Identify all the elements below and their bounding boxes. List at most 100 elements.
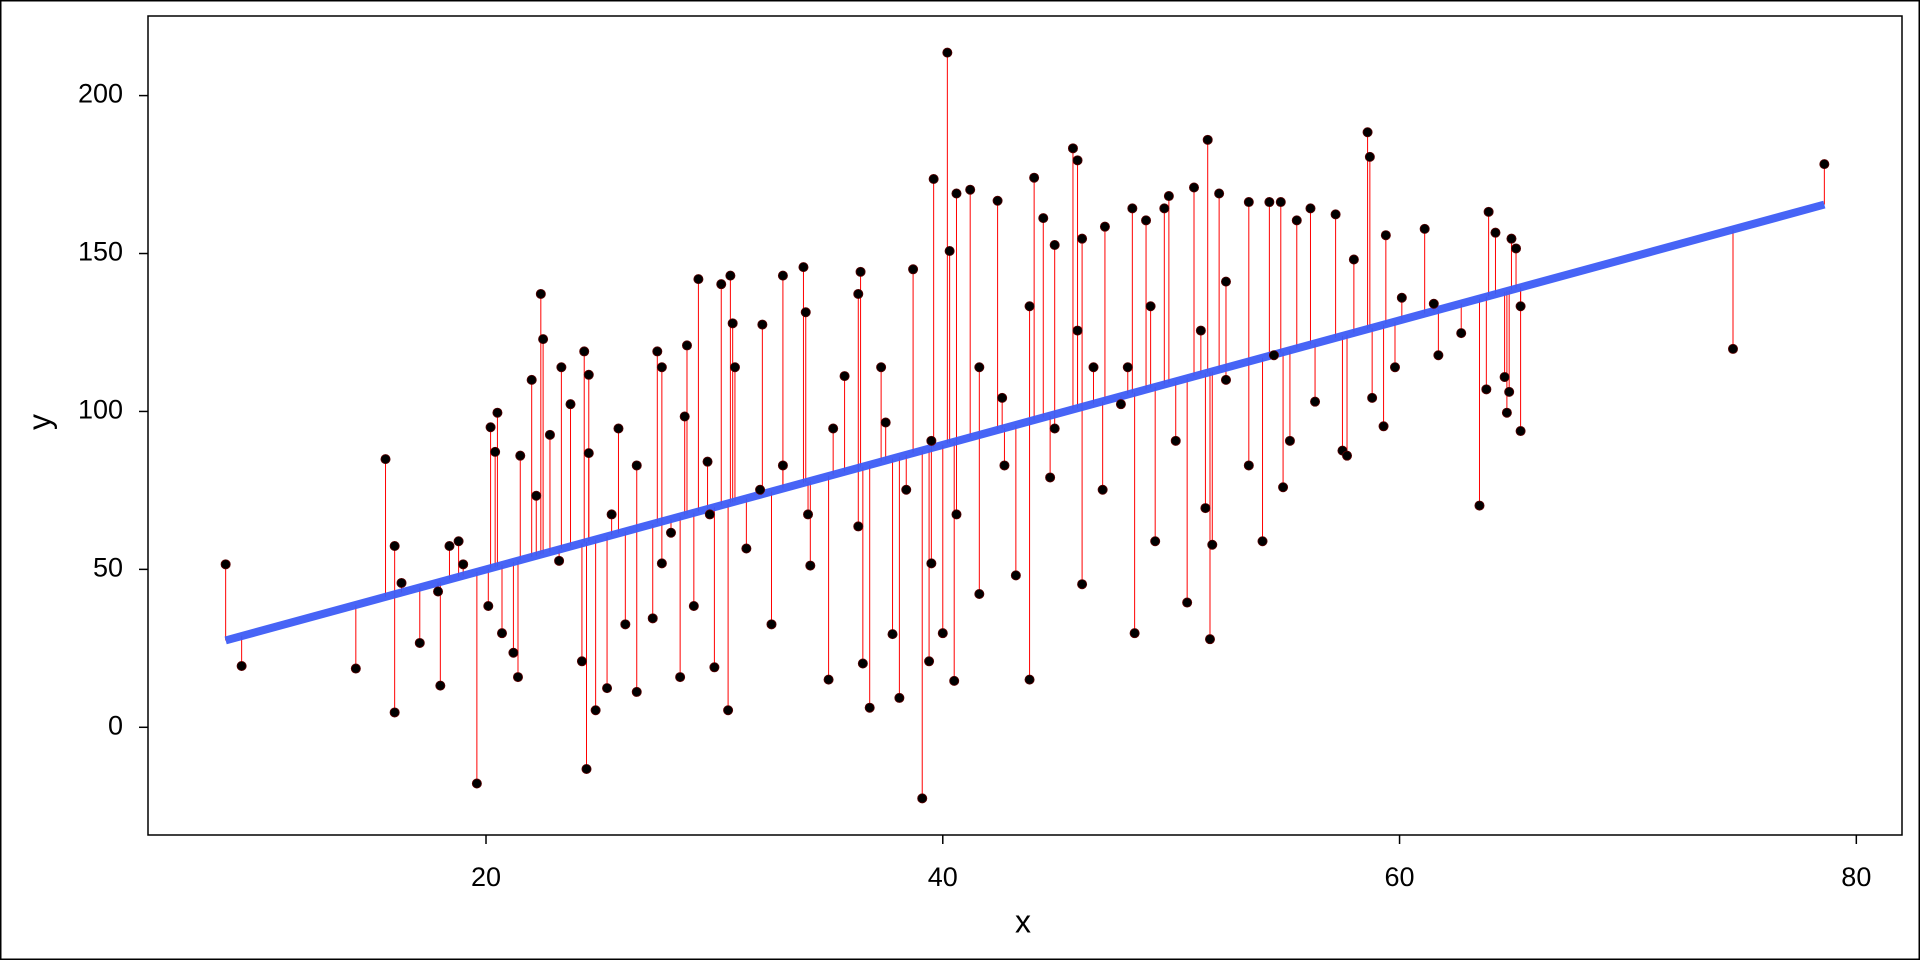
point [1202,134,1213,145]
point [857,658,868,669]
point [894,692,905,703]
point [1029,172,1040,183]
point [951,188,962,199]
point [583,448,594,459]
point [777,460,788,471]
point [928,173,939,184]
point [944,245,955,256]
point [556,362,567,373]
point [236,661,247,672]
point [535,288,546,299]
point [723,705,734,716]
point [926,558,937,569]
point [666,527,677,538]
x-tick-label: 60 [1385,862,1415,892]
y-tick-label: 150 [78,237,123,267]
point [1291,215,1302,226]
point [1433,350,1444,361]
y-tick-label: 50 [93,552,123,582]
point [1456,328,1467,339]
point [1504,386,1515,397]
x-tick-label: 40 [928,862,958,892]
point [798,262,809,273]
y-tick-label: 0 [108,710,123,740]
point [1305,203,1316,214]
point [1145,301,1156,312]
point [1088,362,1099,373]
point [1506,233,1517,244]
point [453,536,464,547]
point [1159,203,1170,214]
point [951,509,962,520]
point [1220,276,1231,287]
point [656,362,667,373]
point [576,656,587,667]
point [485,422,496,433]
point [1278,482,1289,493]
point [458,559,469,570]
fit-line [224,200,1826,645]
point [1099,221,1110,232]
point [681,340,692,351]
point [917,793,928,804]
y-axis-title: y [21,414,57,430]
x-axis-title: x [1015,903,1031,939]
point [741,543,752,554]
point [727,318,738,329]
point [1150,536,1161,547]
point [1115,399,1126,410]
point [579,346,590,357]
point [508,647,519,658]
point [1275,197,1286,208]
point [800,307,811,318]
point [908,264,919,275]
fit-layer [224,200,1826,645]
point [1515,426,1526,437]
point [926,435,937,446]
point [554,555,565,566]
point [490,446,501,457]
point [693,274,704,285]
point [1195,325,1206,336]
point [531,490,542,501]
point [937,628,948,639]
point [1419,223,1430,234]
plot-frame [147,15,1903,836]
point [1024,674,1035,685]
point [688,601,699,612]
point [435,680,446,691]
point [512,672,523,683]
point [704,509,715,520]
point [220,559,231,570]
point [583,369,594,380]
point [1163,191,1174,202]
point [828,423,839,434]
point [1129,628,1140,639]
point [1378,421,1389,432]
point [647,613,658,624]
point [1515,301,1526,312]
point [581,763,592,774]
point [631,460,642,471]
x-tick-label: 80 [1841,862,1871,892]
point [1264,197,1275,208]
point [471,778,482,789]
point [1490,227,1501,238]
point [444,540,455,551]
point [1284,435,1295,446]
point [1024,301,1035,312]
point [1182,597,1193,608]
point [389,707,400,718]
point [992,195,1003,206]
point [613,423,624,434]
point [492,407,503,418]
point [1389,362,1400,373]
y-tick-label: 200 [78,79,123,109]
point [777,270,788,281]
point [1501,407,1512,418]
point [515,450,526,461]
point [839,371,850,382]
point [887,629,898,640]
point [1038,213,1049,224]
